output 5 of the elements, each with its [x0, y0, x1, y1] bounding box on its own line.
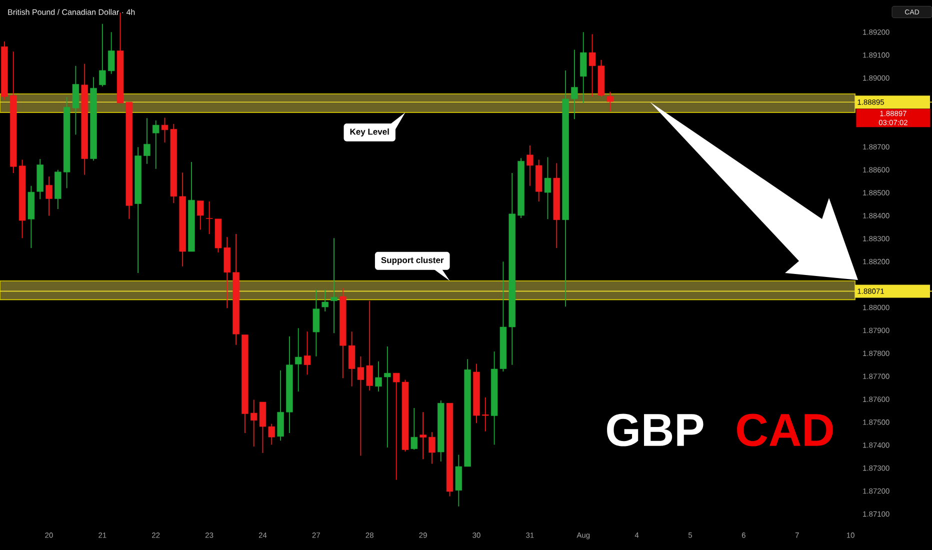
annotation: GBP — [607, 414, 704, 446]
band-label: Key Level — [350, 128, 389, 136]
text: British Pound / Canadian Dollar · 4h — [8, 9, 135, 15]
annotation: CAD — [737, 414, 833, 446]
band-label: Support cluster — [381, 256, 444, 265]
